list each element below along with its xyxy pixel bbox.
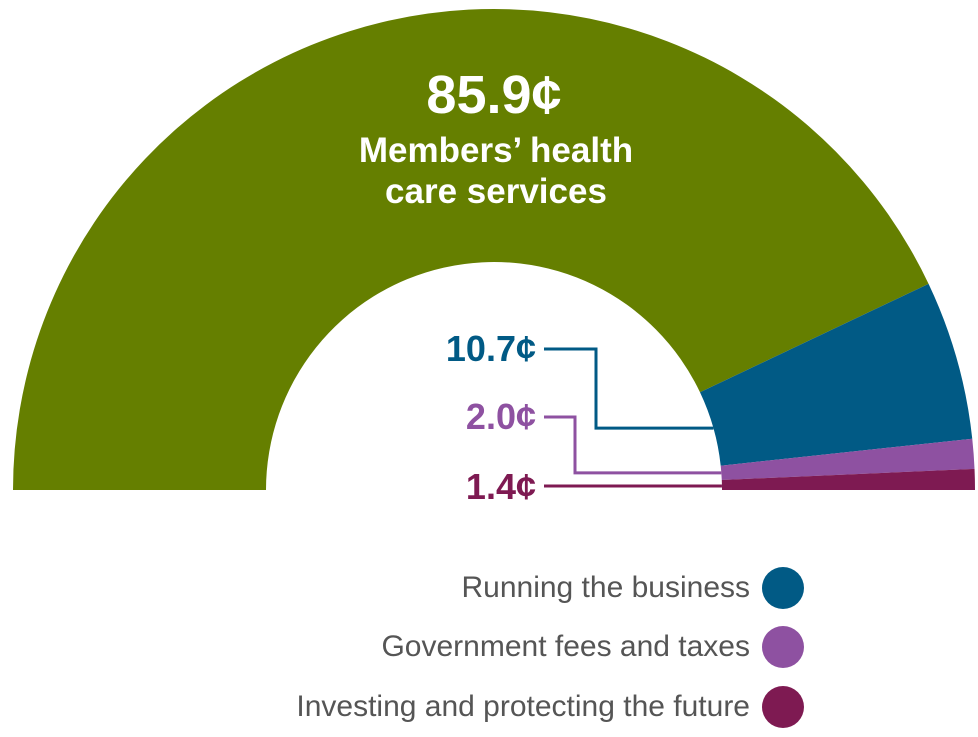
legend-swatch-government-fees: [762, 626, 804, 668]
slice-investing-future: [721, 468, 975, 490]
slice-government-fees: [720, 438, 975, 480]
legend-item-government-fees: Government fees and taxes: [381, 626, 804, 668]
value-label-running-the-business: 10.7¢: [446, 328, 536, 369]
legend-item-investing-future: Investing and protecting the future: [296, 686, 804, 728]
slice-running-the-business: [699, 283, 973, 466]
main-value-label: 85.9¢: [426, 65, 561, 125]
slices-group: [13, 8, 975, 491]
legend-swatch-investing-future: [762, 686, 804, 728]
value-label-investing-future: 1.4¢: [466, 466, 536, 507]
leader-lines-group: [544, 347, 722, 488]
legend-label-running-the-business: Running the business: [461, 571, 750, 604]
main-category-label-line2: care services: [385, 172, 607, 211]
legend-label-government-fees: Government fees and taxes: [381, 630, 750, 663]
slice-members-health-care: [13, 8, 929, 491]
legend-swatch-running-the-business: [762, 567, 804, 609]
main-category-label-line1: Members’ health: [359, 131, 633, 170]
leader-line-running-the-business: [544, 347, 714, 430]
legend-label-investing-future: Investing and protecting the future: [296, 690, 750, 723]
legend-item-running-the-business: Running the business: [461, 567, 804, 609]
value-label-government-fees: 2.0¢: [466, 396, 536, 437]
leader-line-government-fees: [544, 415, 722, 475]
legend: Running the business Government fees and…: [296, 567, 804, 728]
